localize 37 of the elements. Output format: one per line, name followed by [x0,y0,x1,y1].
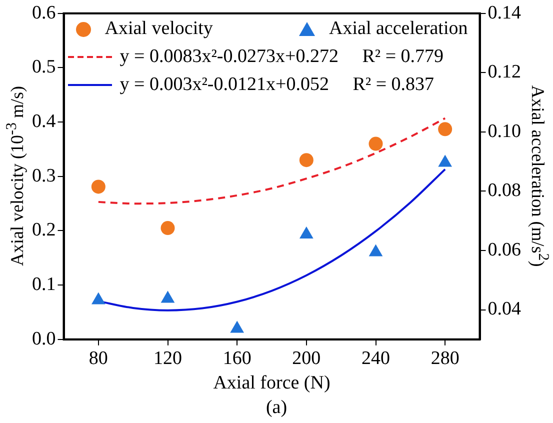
point [438,122,452,136]
point [299,226,314,238]
y2-tick-label: 0.04 [488,298,522,320]
legend-label: Axial velocity [104,17,213,42]
point [299,153,314,168]
x-tick-label: 160 [222,348,252,369]
legend-label: Axial acceleration [329,17,468,42]
x-tick-label: 240 [362,348,390,369]
y-tick-label: 0.5 [32,56,56,78]
y-tick-label: 0.1 [32,274,56,296]
y-tick-label: 0.6 [32,2,56,24]
x-tick-label: 200 [292,348,321,369]
x-axis-title: Axial force (N) [213,372,330,394]
y2-tick-label: 0.14 [488,2,522,24]
line-series [97,117,446,205]
y2-tick-label: 0.08 [488,180,521,202]
point [91,180,106,194]
y-tick-label: 0.3 [32,165,56,186]
legend-label: y = 0.003x²-0.0121x+0.052 R² = 0.837 [120,73,434,98]
point [160,290,175,303]
point [91,292,106,304]
y-tick-label: 0.2 [32,220,56,241]
x-tick-label: 120 [154,348,182,369]
y2-tick-label: 0.10 [488,120,521,142]
y-tick-label: 0.0 [32,328,56,350]
point [160,221,175,236]
legend-label: y = 0.0083x²-0.0273x+0.272 R² = 0.779 [120,45,444,70]
point [438,154,452,167]
x-tick-label: 280 [430,348,460,369]
text: (a) [264,397,288,419]
point [368,136,383,151]
point [368,244,383,256]
x-tick-label: 80 [88,348,108,369]
point [230,320,244,333]
y-tick-label: 0.4 [32,111,56,132]
y2-tick-label: 0.12 [488,62,521,83]
y2-tick-label: 0.06 [488,239,521,260]
